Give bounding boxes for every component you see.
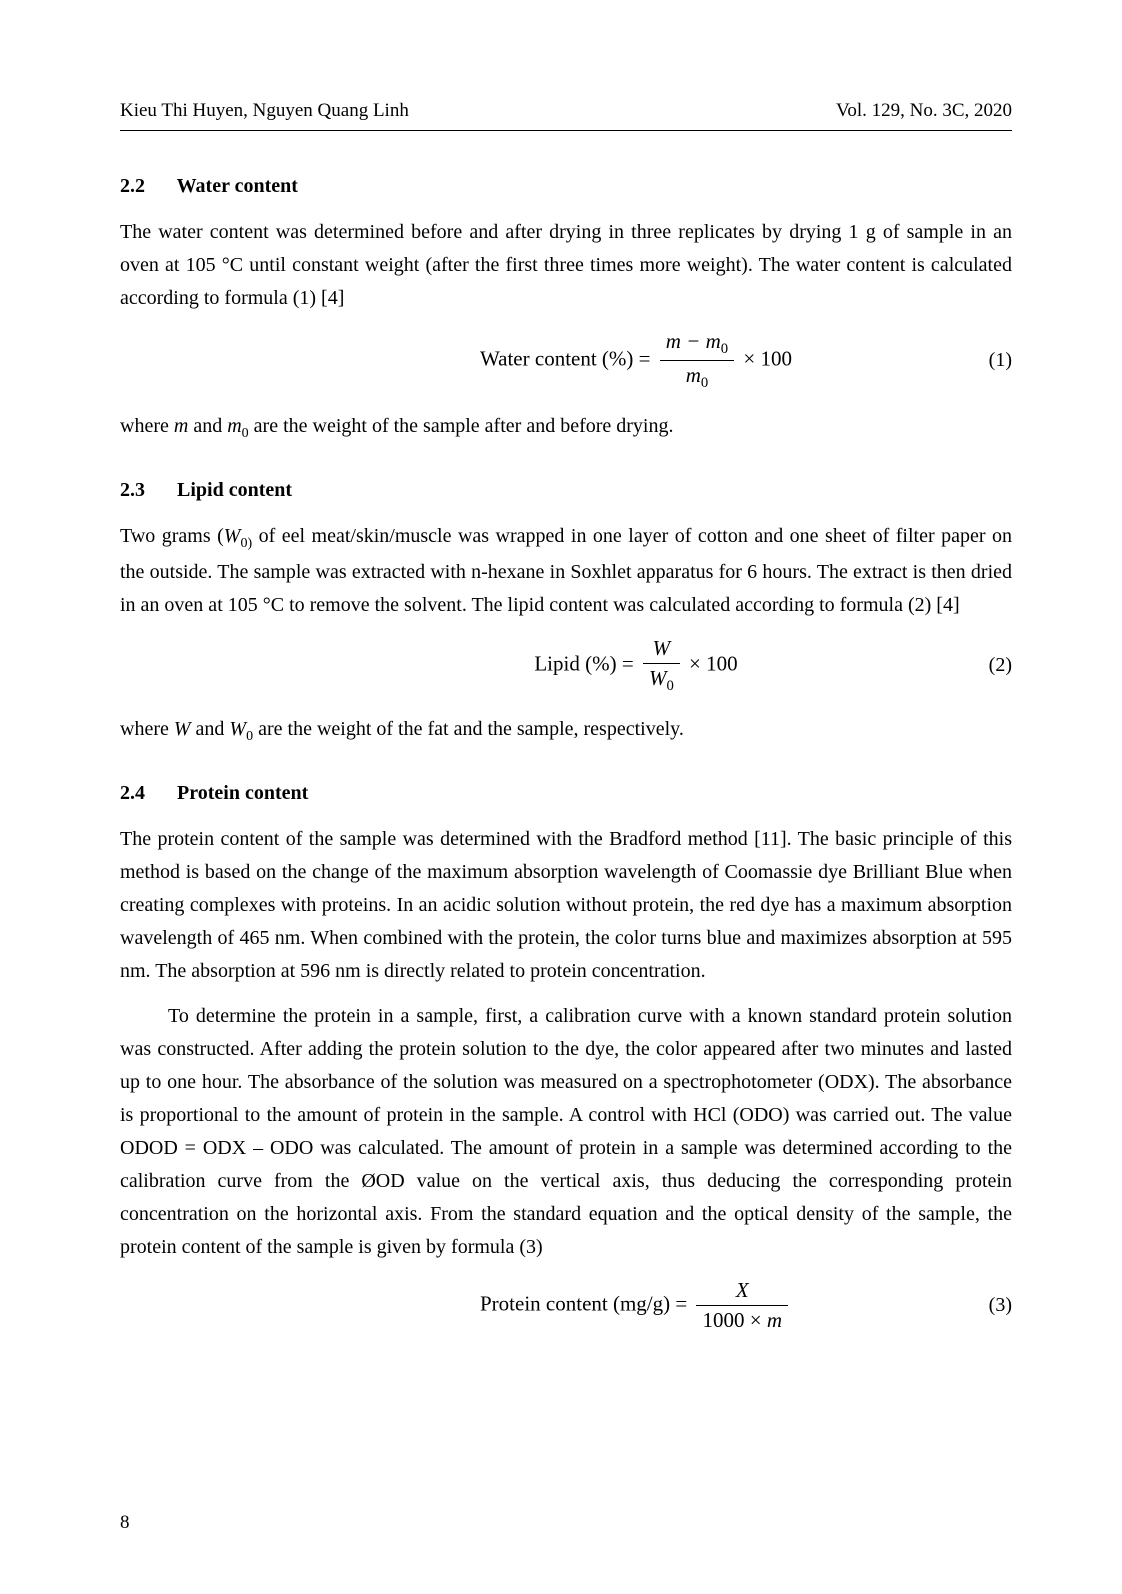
fraction: m − m0m0: [660, 329, 734, 392]
running-header: Kieu Thi Huyen, Nguyen Quang Linh Vol. 1…: [120, 100, 1012, 131]
page-number: 8: [120, 1512, 130, 1534]
fraction: WW0: [643, 636, 680, 695]
eq-label: Water content (%) =: [480, 347, 656, 371]
equation-number: (3): [952, 1294, 1012, 1317]
section-heading-2-4: 2.4 Protein content: [120, 782, 1012, 805]
section-title: Lipid content: [177, 479, 292, 501]
paragraph: where m and m0 are the weight of the sam…: [120, 410, 1012, 445]
header-issue: Vol. 129, No. 3C, 2020: [836, 100, 1012, 122]
paragraph: The protein content of the sample was de…: [120, 823, 1012, 988]
section-title: Protein content: [177, 782, 308, 804]
equation-number: (1): [952, 349, 1012, 372]
section-heading-2-2: 2.2 Water content: [120, 175, 1012, 198]
equation-body: Lipid (%) = WW0 × 100: [320, 636, 952, 695]
equation-2: Lipid (%) = WW0 × 100 (2): [120, 636, 1012, 695]
section-number: 2.3: [120, 479, 172, 502]
eq-tail: × 100: [684, 651, 738, 675]
equation-body: Protein content (mg/g) = X1000 × m: [320, 1278, 952, 1333]
section-heading-2-3: 2.3 Lipid content: [120, 479, 1012, 502]
header-authors: Kieu Thi Huyen, Nguyen Quang Linh: [120, 100, 409, 122]
equation-1: Water content (%) = m − m0m0 × 100 (1): [120, 329, 1012, 392]
section-number: 2.4: [120, 782, 172, 805]
section-number: 2.2: [120, 175, 172, 198]
section-title: Water content: [177, 175, 298, 197]
paragraph: where W and W0 are the weight of the fat…: [120, 713, 1012, 748]
paragraph: Two grams (W0) of eel meat/skin/muscle w…: [120, 520, 1012, 621]
eq-label: Lipid (%) =: [534, 651, 639, 675]
eq-tail: × 100: [738, 347, 792, 371]
equation-3: Protein content (mg/g) = X1000 × m (3): [120, 1278, 1012, 1333]
eq-label: Protein content (mg/g) =: [480, 1291, 692, 1315]
fraction: X1000 × m: [696, 1278, 788, 1333]
page: Kieu Thi Huyen, Nguyen Quang Linh Vol. 1…: [0, 0, 1122, 1594]
equation-number: (2): [952, 654, 1012, 677]
paragraph: The water content was determined before …: [120, 216, 1012, 315]
paragraph: To determine the protein in a sample, fi…: [120, 1000, 1012, 1264]
equation-body: Water content (%) = m − m0m0 × 100: [320, 329, 952, 392]
